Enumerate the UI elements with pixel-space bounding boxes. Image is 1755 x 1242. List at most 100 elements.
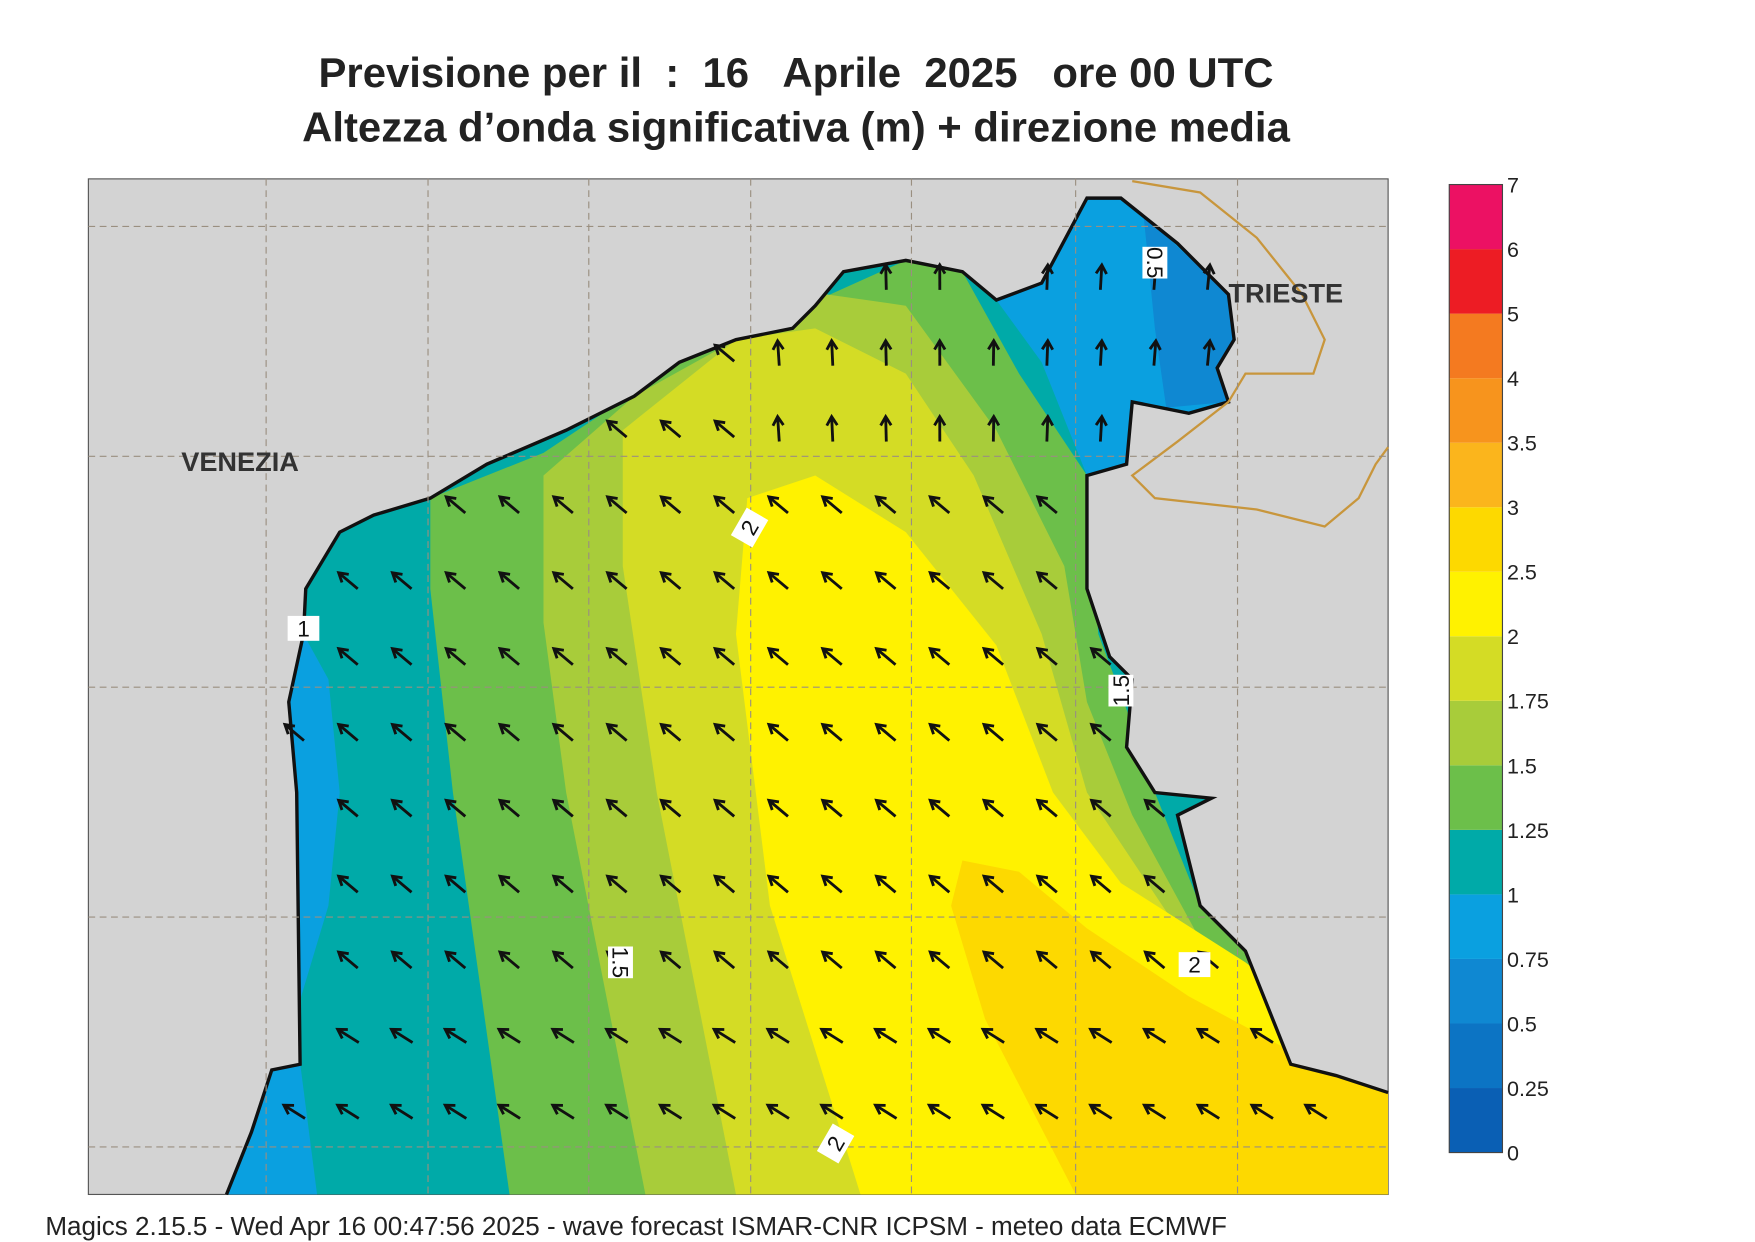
arrow bbox=[657, 1027, 683, 1044]
colorbar-segment bbox=[1449, 894, 1503, 959]
arrow-head bbox=[1143, 798, 1156, 811]
arrow-shaft bbox=[605, 1028, 629, 1044]
arrow bbox=[820, 646, 843, 666]
arrow-shaft bbox=[606, 571, 628, 590]
arrow-shaft bbox=[498, 1028, 521, 1044]
arrow-head bbox=[336, 798, 349, 811]
arrow bbox=[1089, 874, 1112, 894]
arrow-shaft bbox=[929, 950, 951, 970]
arrow-head bbox=[713, 495, 726, 508]
arrow bbox=[713, 419, 736, 439]
arrow-head bbox=[874, 950, 887, 963]
arrow-head bbox=[281, 1103, 295, 1115]
arrow-shaft bbox=[499, 495, 520, 515]
arrow bbox=[981, 722, 1004, 742]
arrow bbox=[1143, 950, 1166, 970]
arrow-head bbox=[1303, 1103, 1316, 1115]
arrow bbox=[820, 798, 843, 818]
arrow bbox=[1088, 1103, 1113, 1120]
arrow bbox=[444, 495, 467, 515]
arrow bbox=[766, 874, 789, 894]
arrow-shaft bbox=[445, 647, 467, 666]
colorbar-segment bbox=[1449, 1088, 1503, 1153]
arrow-head bbox=[659, 798, 672, 811]
arrow-head bbox=[874, 571, 887, 583]
arrow-shaft bbox=[821, 723, 843, 742]
arrow bbox=[874, 495, 897, 515]
arrow-head bbox=[933, 413, 947, 427]
arrow-shaft bbox=[983, 875, 1004, 894]
arrow-shaft bbox=[606, 799, 628, 818]
arrow-shaft bbox=[499, 875, 520, 894]
colorbar-tick-label: 3.5 bbox=[1507, 432, 1537, 456]
arrow-head bbox=[766, 874, 780, 887]
arrow-shaft bbox=[928, 1103, 952, 1120]
arrow-shaft bbox=[830, 340, 835, 366]
arrow bbox=[1035, 571, 1058, 590]
arrow bbox=[389, 1103, 414, 1120]
band-blue-west bbox=[226, 634, 340, 1195]
arrow bbox=[713, 495, 736, 515]
arrow-shaft bbox=[552, 495, 574, 515]
arrow bbox=[928, 798, 951, 818]
arrow bbox=[550, 1027, 575, 1044]
arrow-head bbox=[390, 571, 403, 583]
arrow-shaft bbox=[929, 875, 951, 894]
arrow-shaft bbox=[390, 1028, 414, 1044]
arrow-head bbox=[605, 798, 618, 811]
colorbar-tick-label: 1.25 bbox=[1507, 819, 1549, 843]
arrow-shaft bbox=[1098, 264, 1104, 290]
arrow bbox=[659, 419, 682, 439]
arrow-shaft bbox=[713, 1028, 736, 1044]
arrow-shaft bbox=[982, 1103, 1005, 1120]
arrow bbox=[928, 495, 951, 515]
arrow-shaft bbox=[552, 875, 574, 894]
colorbar-tick-label: 5 bbox=[1507, 303, 1519, 327]
colorbar-segment bbox=[1449, 184, 1503, 250]
arrow-shaft bbox=[1090, 950, 1112, 970]
arrow bbox=[551, 874, 574, 894]
arrow bbox=[825, 338, 839, 366]
arrow-shaft bbox=[499, 723, 520, 742]
arrow-shaft bbox=[659, 1103, 683, 1120]
arrow bbox=[444, 950, 467, 970]
arrow bbox=[444, 722, 467, 742]
arrow-shaft bbox=[1036, 1103, 1059, 1120]
arrow-shaft bbox=[552, 1028, 575, 1044]
arrow-shaft bbox=[444, 1103, 468, 1120]
arrow bbox=[765, 1027, 790, 1044]
arrow-shaft bbox=[1304, 1103, 1328, 1120]
arrow-shaft bbox=[714, 723, 736, 742]
arrow-shaft bbox=[337, 950, 359, 970]
arrow bbox=[1202, 338, 1216, 366]
arrow-head bbox=[442, 1103, 456, 1115]
arrow-shaft bbox=[1143, 1103, 1167, 1120]
arrow-head bbox=[820, 798, 833, 811]
colorbar-segment bbox=[1449, 313, 1503, 379]
arrow-head bbox=[551, 495, 565, 508]
arrow-shaft bbox=[499, 571, 520, 590]
arrow-shaft bbox=[606, 495, 628, 515]
arrow-head bbox=[444, 722, 457, 735]
arrow-head bbox=[336, 950, 349, 963]
colorbar-segment bbox=[1449, 765, 1503, 830]
arrow-shaft bbox=[714, 495, 736, 515]
arrow-shaft bbox=[874, 1028, 898, 1044]
arrow-head bbox=[497, 495, 511, 508]
arrow-shaft bbox=[767, 571, 789, 590]
arrow bbox=[1141, 1103, 1167, 1120]
arrow-shaft bbox=[337, 723, 359, 742]
arrow-shaft bbox=[336, 1028, 360, 1044]
arrow-shaft bbox=[1206, 340, 1212, 366]
arrow bbox=[820, 950, 843, 970]
arrow-head bbox=[659, 950, 672, 963]
arrow-head bbox=[928, 798, 941, 811]
arrow-head bbox=[1035, 495, 1049, 508]
band-gold bbox=[951, 860, 1389, 1195]
arrow-head bbox=[496, 1103, 510, 1115]
arrow-head bbox=[771, 413, 785, 427]
arrow-head bbox=[825, 338, 839, 351]
arrow bbox=[1249, 1027, 1274, 1044]
arrow bbox=[711, 1103, 736, 1120]
